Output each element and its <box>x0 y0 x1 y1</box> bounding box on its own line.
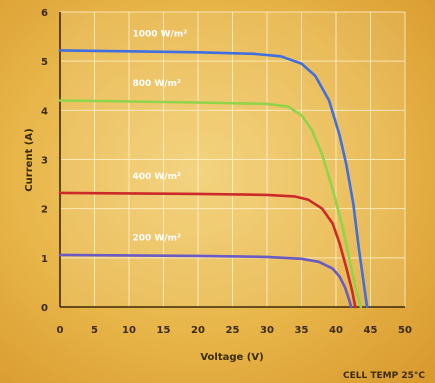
y-tick-label: 1 <box>41 254 48 265</box>
series-line <box>58 253 353 309</box>
y-tick-label: 5 <box>41 57 48 68</box>
series-line <box>58 99 363 309</box>
axes <box>59 12 405 308</box>
x-tick-label: 10 <box>122 325 136 336</box>
x-tick-label: 50 <box>398 325 412 336</box>
y-tick-label: 2 <box>41 205 48 216</box>
x-tick-labels: 0 5 10 15 20 25 30 35 40 45 50 <box>57 325 412 336</box>
y-tick-label: 3 <box>41 156 48 167</box>
x-axis-label: Voltage (V) <box>200 352 263 363</box>
x-tick-label: 40 <box>329 325 343 336</box>
y-tick-labels: 0 1 2 3 4 5 6 <box>41 8 48 314</box>
series-label: 400 W/m² <box>132 172 181 182</box>
series-label: 800 W/m² <box>132 79 181 89</box>
cell-temp-footnote: CELL TEMP 25°C <box>343 371 425 381</box>
series-line <box>58 49 369 309</box>
x-tick-label: 45 <box>364 325 378 336</box>
y-tick-label: 4 <box>41 106 48 117</box>
x-tick-label: 5 <box>91 325 98 336</box>
y-tick-label: 0 <box>41 303 48 314</box>
x-tick-label: 0 <box>57 325 64 336</box>
x-tick-label: 25 <box>226 325 240 336</box>
x-tick-label: 35 <box>295 325 309 336</box>
x-tick-label: 15 <box>157 325 171 336</box>
y-tick-label: 6 <box>41 8 48 19</box>
series-label: 200 W/m² <box>132 234 181 244</box>
y-axis-label: Current (A) <box>24 128 35 191</box>
series-label: 1000 W/m² <box>132 30 187 40</box>
x-tick-label: 20 <box>191 325 205 336</box>
series-labels: 1000 W/m² 800 W/m² 400 W/m² 200 W/m² <box>132 30 187 244</box>
series-line <box>58 191 357 309</box>
x-tick-label: 30 <box>260 325 274 336</box>
series-curves <box>58 49 369 309</box>
